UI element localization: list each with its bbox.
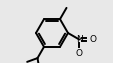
Text: O: O — [75, 50, 82, 59]
Text: N: N — [75, 35, 82, 44]
Text: O: O — [88, 35, 95, 44]
